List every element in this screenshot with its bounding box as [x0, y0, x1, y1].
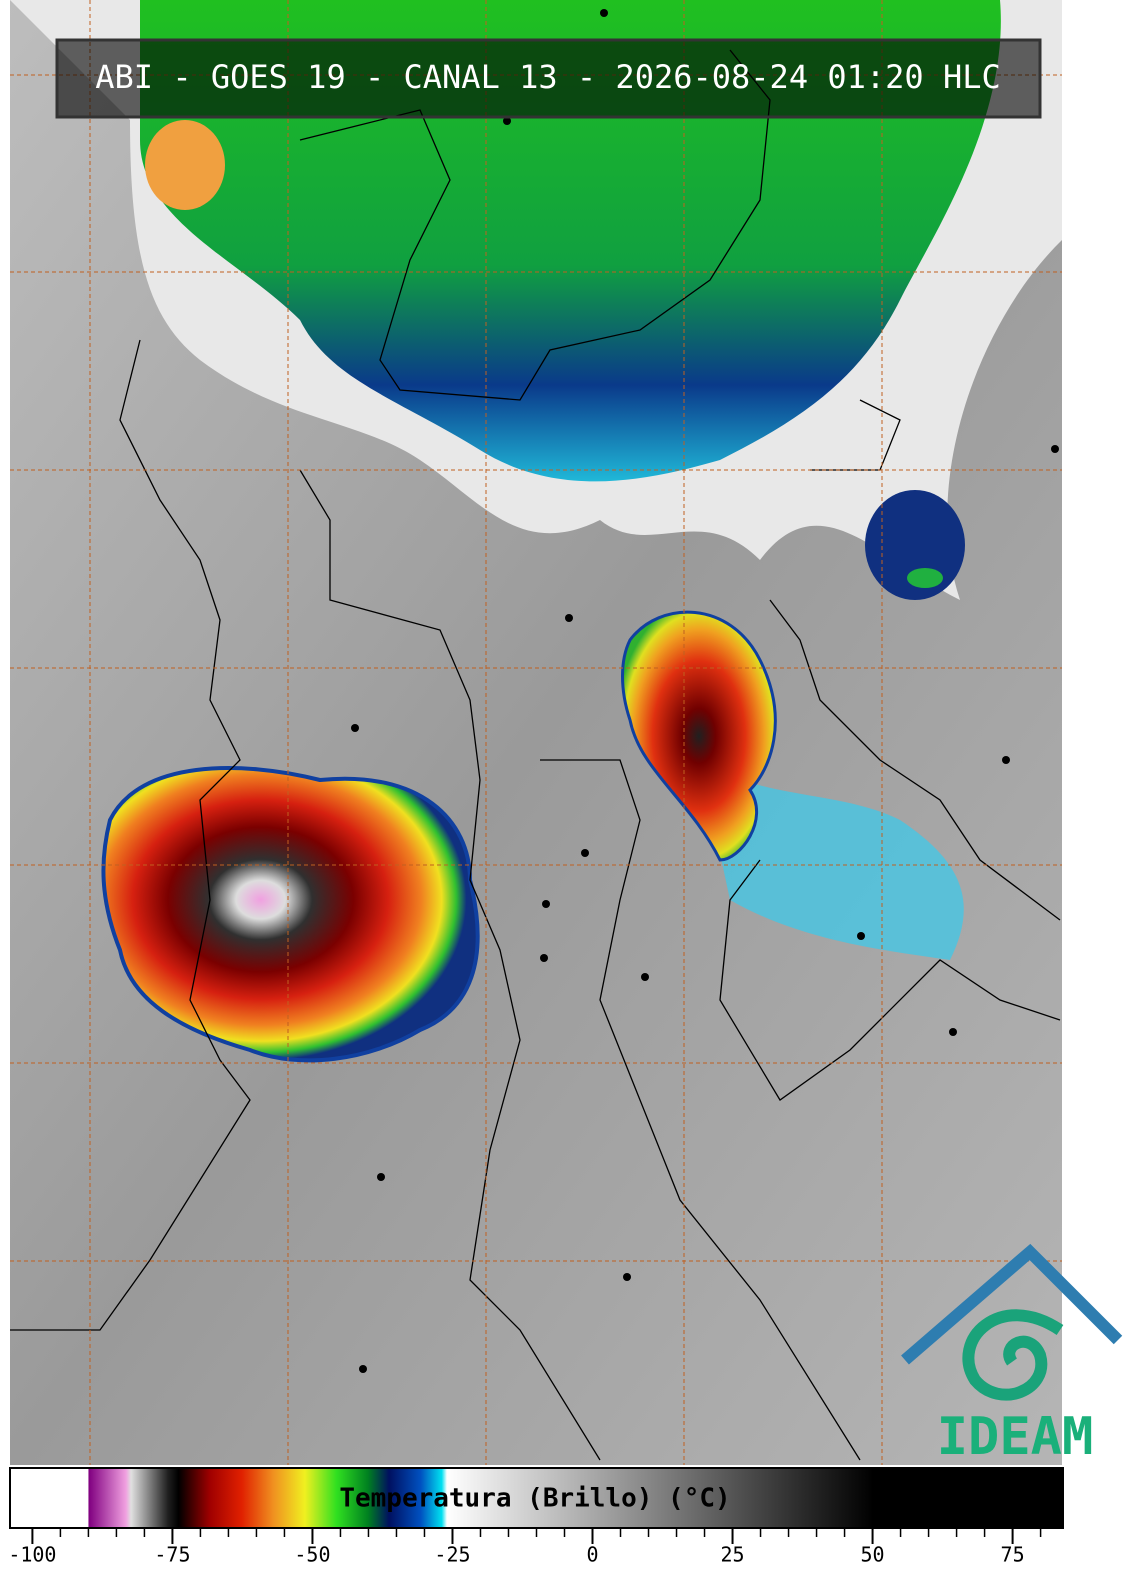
logo-text: IDEAM — [937, 1407, 1094, 1467]
tick-label: -75 — [154, 1543, 190, 1567]
cold-cloud-band — [700, 760, 964, 960]
tick-label: -25 — [434, 1543, 470, 1567]
borders — [10, 49, 1061, 1461]
cold-cloud-north — [140, 0, 1001, 482]
colorbar-label: Temperatura (Brillo) (°C) — [339, 1484, 730, 1514]
ideam-logo: IDEAM — [901, 1243, 1123, 1467]
tick-label: 0 — [586, 1543, 598, 1567]
tick-label: -100 — [8, 1543, 56, 1567]
cold-cloud-cell — [907, 568, 943, 588]
title-box — [55, 38, 1042, 119]
convective-storm — [621, 610, 777, 862]
title: ABI - GOES 19 - CANAL 13 - 2026-08-24 01… — [95, 58, 1000, 96]
cold-cloud-cell — [145, 120, 225, 210]
tick-label: 25 — [720, 1543, 744, 1567]
tick-label: -50 — [294, 1543, 330, 1567]
colorbar-axis: -100 -75 -50 -25 0 25 50 75 — [8, 1528, 1042, 1567]
city-markers — [351, 9, 1059, 1373]
tick-label: 50 — [861, 1543, 885, 1567]
tick-label: 75 — [1001, 1543, 1025, 1567]
convective-storm — [101, 766, 480, 1063]
